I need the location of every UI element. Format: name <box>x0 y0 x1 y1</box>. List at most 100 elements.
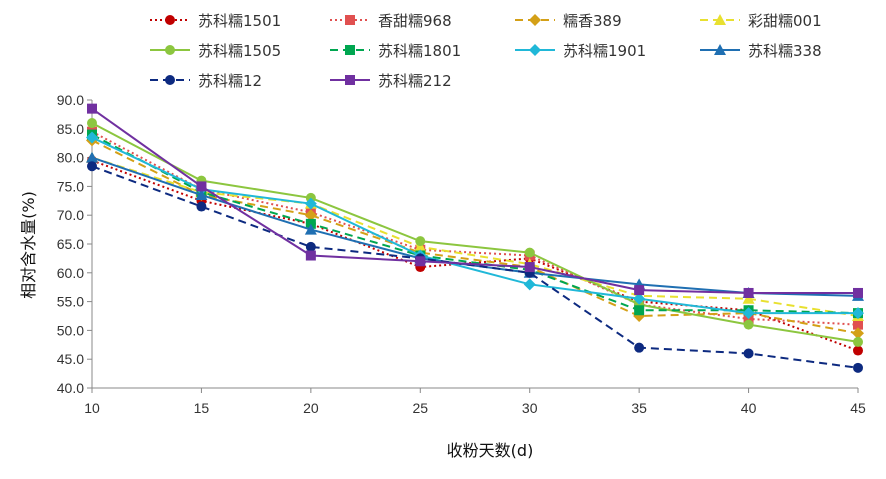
y-tick-label: 75.0 <box>57 178 84 194</box>
legend-item: 苏科糯338 <box>700 42 822 60</box>
x-tick-label: 15 <box>194 400 210 416</box>
legend-label: 苏科糯12 <box>198 72 262 90</box>
legend-label: 苏科糯212 <box>378 72 452 90</box>
legend-marker <box>165 45 175 55</box>
legend-item: 苏科糯1505 <box>150 42 281 60</box>
x-tick-label: 10 <box>84 400 100 416</box>
series-line-1901 <box>91 136 858 315</box>
series-line-1801 <box>91 133 859 315</box>
data-point <box>86 131 98 144</box>
legend-item: 糯香389 <box>515 12 622 30</box>
legend-label: 苏科糯1505 <box>198 42 281 60</box>
series-212 <box>87 103 863 298</box>
data-point <box>305 241 316 252</box>
y-tick-label: 90.0 <box>57 92 84 108</box>
legend-item: 香甜糯968 <box>330 12 452 30</box>
data-point <box>634 342 645 353</box>
y-tick-label: 45.0 <box>57 351 84 367</box>
y-tick-label: 80.0 <box>57 150 84 166</box>
data-point <box>853 336 863 347</box>
data-point <box>524 262 535 273</box>
data-point <box>87 103 97 114</box>
legend-item: 彩甜糯001 <box>700 12 822 30</box>
x-tick-label: 20 <box>303 400 319 416</box>
legend-marker <box>714 44 726 55</box>
y-tick-label: 50.0 <box>57 322 84 338</box>
data-point <box>304 209 317 222</box>
data-point <box>523 278 536 291</box>
y-tick-label: 40.0 <box>57 380 84 396</box>
plot-area <box>86 103 864 373</box>
legend-label: 苏科糯1901 <box>563 42 646 60</box>
data-point <box>414 240 427 252</box>
series-line-212 <box>91 107 858 294</box>
legend-label: 糯香389 <box>563 12 622 30</box>
data-point <box>853 362 863 373</box>
data-point <box>743 348 754 359</box>
data-point <box>743 319 754 330</box>
legend: 苏科糯1501 香甜糯968 糯香389 彩甜糯001 苏科糯1505 苏科糯1801 苏科… <box>150 12 822 90</box>
data-point <box>742 307 755 320</box>
y-tick-label: 70.0 <box>57 207 84 223</box>
legend-label: 苏科糯1801 <box>378 42 461 60</box>
legend-item: 苏科糯12 <box>150 72 262 90</box>
data-point <box>196 201 207 212</box>
data-point <box>415 256 426 267</box>
data-point <box>304 223 317 235</box>
legend-marker <box>714 14 726 25</box>
legend-marker <box>345 15 355 25</box>
series-line-338 <box>91 156 859 297</box>
y-axis-title: 相对含水量(%) <box>19 191 38 299</box>
series-12 <box>87 161 863 373</box>
legend-item: 苏科糯1801 <box>330 42 461 60</box>
data-point <box>87 161 97 172</box>
data-point <box>852 307 864 320</box>
legend-marker <box>345 75 355 85</box>
series-line-1505 <box>91 122 859 343</box>
x-tick-label: 45 <box>850 400 866 416</box>
data-point <box>853 345 863 356</box>
data-point <box>304 197 317 210</box>
data-point <box>634 305 645 316</box>
legend-label: 香甜糯968 <box>378 12 452 30</box>
y-tick-label: 85.0 <box>57 121 84 137</box>
data-point <box>743 287 754 298</box>
data-point <box>633 292 646 305</box>
axes: 40.0 45.0 50.0 55.0 60.0 65.0 70.0 75.0 80.0 85.0… <box>57 92 866 416</box>
series-line-389 <box>91 139 859 335</box>
x-tick-label: 30 <box>522 400 538 416</box>
legend-marker <box>529 44 541 56</box>
series-line-12 <box>91 165 859 369</box>
legend-item: 苏科糯1901 <box>515 42 646 60</box>
series-line-001 <box>91 156 859 317</box>
y-tick-label: 55.0 <box>57 294 84 310</box>
x-tick-label: 25 <box>412 400 428 416</box>
data-point <box>634 285 645 296</box>
data-point <box>87 118 97 129</box>
data-point <box>196 181 207 192</box>
data-point <box>86 151 98 163</box>
x-tick-label: 35 <box>631 400 647 416</box>
x-tick-label: 40 <box>741 400 757 416</box>
data-point <box>853 319 863 330</box>
data-point <box>305 250 316 261</box>
data-point <box>524 247 535 258</box>
legend-marker <box>345 45 355 55</box>
legend-label: 彩甜糯001 <box>748 12 822 30</box>
y-tick-label: 65.0 <box>57 236 84 252</box>
series-line-968 <box>91 130 859 326</box>
legend-marker <box>529 14 541 26</box>
data-point <box>415 236 426 247</box>
y-tick-label: 60.0 <box>57 265 84 281</box>
legend-item: 苏科糯212 <box>330 72 452 90</box>
data-point <box>853 287 863 298</box>
legend-label: 苏科糯1501 <box>198 12 281 30</box>
legend-marker <box>165 75 175 85</box>
x-axis-title: 收粉天数(d) <box>447 441 534 460</box>
legend-label: 苏科糯338 <box>748 42 822 60</box>
legend-item: 苏科糯1501 <box>150 12 281 30</box>
series-338 <box>86 151 864 301</box>
data-point <box>195 189 208 201</box>
data-point <box>852 327 864 340</box>
